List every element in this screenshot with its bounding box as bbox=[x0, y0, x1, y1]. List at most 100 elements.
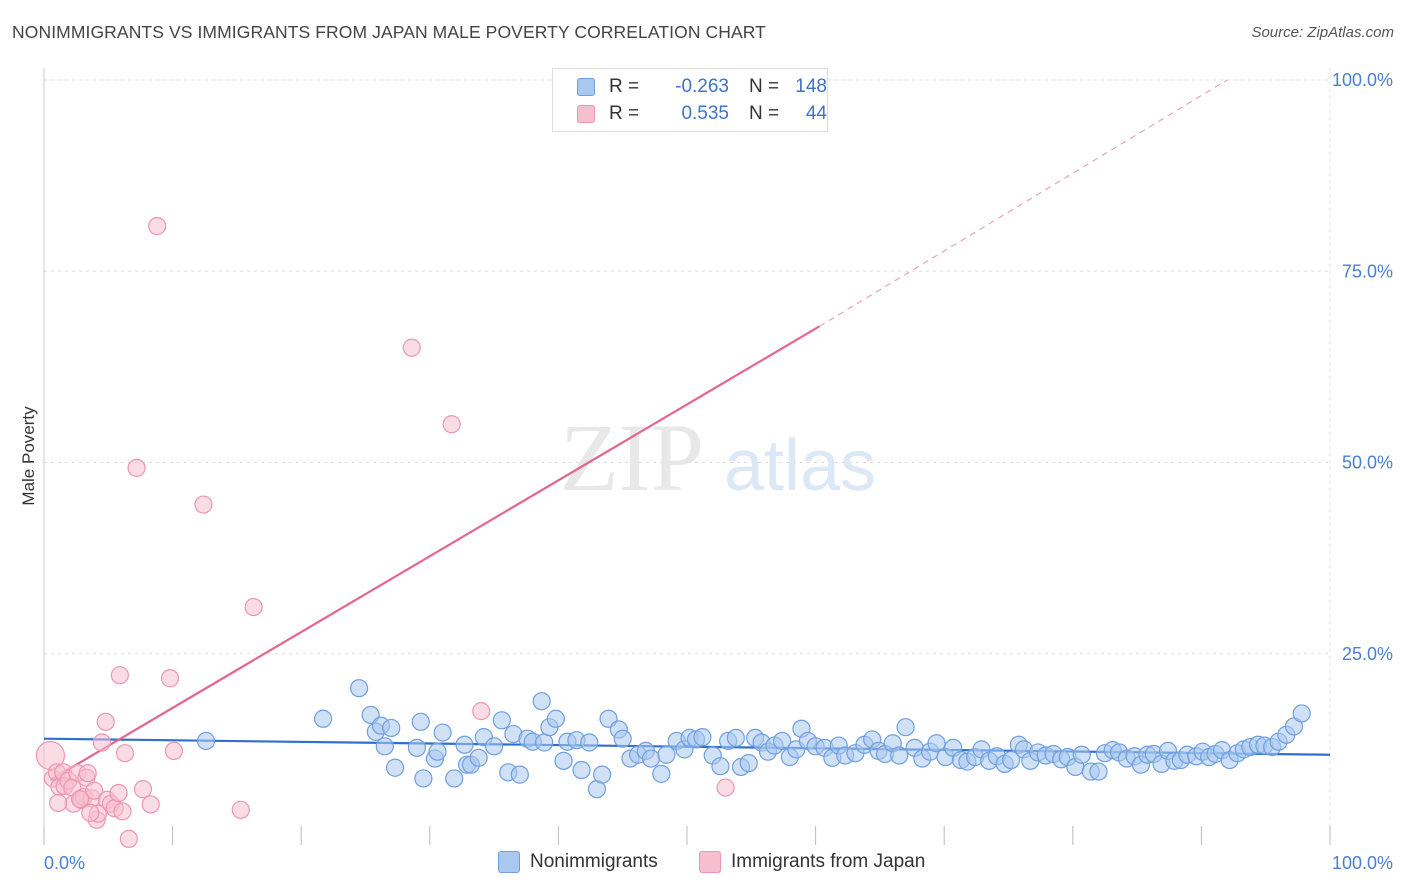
chart-title: NONIMMIGRANTS VS IMMIGRANTS FROM JAPAN M… bbox=[12, 22, 766, 42]
data-point-immigrants-from-japan bbox=[231, 800, 250, 819]
series-immigrants-from-japan bbox=[35, 217, 735, 848]
legend-r-label: R = bbox=[609, 76, 640, 97]
watermark-zip: ZIP bbox=[560, 404, 704, 511]
data-point-nonimmigrants bbox=[652, 764, 671, 783]
legend-row-immigrants: R = 0.535 N = 44 bbox=[577, 101, 827, 127]
data-point-nonimmigrants bbox=[1292, 704, 1311, 723]
data-point-nonimmigrants bbox=[375, 737, 394, 756]
data-point-immigrants-from-japan bbox=[148, 217, 167, 236]
data-point-nonimmigrants bbox=[485, 737, 504, 756]
bottom-legend-nonimmigrants: Nonimmigrants bbox=[498, 851, 658, 873]
legend-n-value: 44 bbox=[805, 103, 827, 124]
y-axis-label: Male Poverty bbox=[19, 406, 38, 506]
data-point-immigrants-from-japan bbox=[81, 803, 100, 822]
data-point-nonimmigrants bbox=[613, 729, 632, 748]
data-point-immigrants-from-japan bbox=[70, 789, 90, 809]
data-point-nonimmigrants bbox=[593, 765, 612, 784]
data-point-nonimmigrants bbox=[349, 679, 369, 698]
watermark: ZIP atlas bbox=[560, 404, 876, 511]
legend-row-nonimmigrants: R = -0.263 N = 148 bbox=[577, 74, 827, 100]
source-label: Source: ZipAtlas.com bbox=[1251, 24, 1394, 41]
data-point-nonimmigrants bbox=[554, 751, 573, 770]
trend-line-immigrants-extension bbox=[819, 79, 1228, 327]
data-point-immigrants-from-japan bbox=[194, 495, 213, 514]
grid-lines bbox=[44, 79, 1330, 655]
data-point-nonimmigrants bbox=[196, 731, 216, 751]
tick-labels: 25.0% 50.0% 75.0% 100.0% 0.0% 100.0% bbox=[44, 70, 1393, 873]
data-point-nonimmigrants bbox=[428, 742, 447, 761]
data-point-immigrants-from-japan bbox=[716, 778, 735, 797]
data-point-nonimmigrants bbox=[739, 754, 758, 773]
data-point-nonimmigrants bbox=[382, 718, 401, 738]
series-nonimmigrants bbox=[196, 679, 1311, 799]
data-point-nonimmigrants bbox=[532, 692, 551, 711]
data-point-nonimmigrants bbox=[546, 709, 565, 728]
data-point-nonimmigrants bbox=[385, 758, 405, 777]
correlation-legend: R = -0.263 N = 148 R = 0.535 N = 44 bbox=[552, 68, 828, 132]
data-point-nonimmigrants bbox=[641, 749, 661, 768]
trend-line-immigrants bbox=[49, 325, 821, 781]
data-point-immigrants-from-japan bbox=[96, 712, 115, 731]
data-point-immigrants-from-japan bbox=[78, 763, 97, 783]
data-point-immigrants-from-japan bbox=[127, 458, 146, 477]
data-point-nonimmigrants bbox=[455, 735, 474, 754]
data-point-immigrants-from-japan bbox=[115, 744, 135, 763]
data-point-nonimmigrants bbox=[535, 733, 554, 752]
data-point-immigrants-from-japan bbox=[472, 702, 491, 721]
data-point-immigrants-from-japan bbox=[141, 795, 160, 814]
data-point-immigrants-from-japan bbox=[119, 829, 138, 848]
data-point-nonimmigrants bbox=[572, 760, 591, 780]
data-point-nonimmigrants bbox=[927, 734, 946, 753]
data-point-immigrants-from-japan bbox=[442, 415, 461, 434]
bottom-legend-label: Nonimmigrants bbox=[530, 851, 658, 872]
axes bbox=[43, 68, 1331, 845]
bottom-legend-immigrants: Immigrants from Japan bbox=[699, 851, 925, 873]
legend-r-label: R = bbox=[609, 103, 640, 124]
legend-r-value: 0.535 bbox=[681, 103, 729, 124]
legend-r-value: -0.263 bbox=[675, 76, 729, 97]
data-point-nonimmigrants bbox=[773, 731, 792, 751]
y-tick-label: 25.0% bbox=[1342, 644, 1393, 664]
x-tick-label-min: 0.0% bbox=[44, 853, 85, 873]
y-tick-label: 100.0% bbox=[1332, 70, 1393, 90]
legend-n-value: 148 bbox=[795, 76, 827, 97]
data-point-immigrants-from-japan bbox=[85, 781, 104, 800]
data-point-immigrants-from-japan bbox=[113, 802, 132, 821]
watermark-atlas: atlas bbox=[724, 426, 876, 506]
data-point-nonimmigrants bbox=[726, 728, 745, 748]
bottom-legend-swatch-blue bbox=[498, 851, 520, 873]
data-point-immigrants-from-japan bbox=[92, 733, 111, 752]
data-point-immigrants-from-japan bbox=[49, 793, 68, 813]
data-point-nonimmigrants bbox=[896, 718, 915, 737]
data-point-nonimmigrants bbox=[1072, 745, 1091, 764]
data-point-nonimmigrants bbox=[411, 712, 430, 731]
y-tick-label: 50.0% bbox=[1342, 453, 1393, 473]
data-point-nonimmigrants bbox=[1001, 750, 1021, 770]
bottom-legend-swatch-pink bbox=[699, 851, 721, 873]
data-point-nonimmigrants bbox=[469, 748, 488, 767]
data-point-immigrants-from-japan bbox=[244, 597, 263, 617]
data-point-immigrants-from-japan bbox=[109, 783, 128, 803]
data-point-immigrants-from-japan bbox=[402, 338, 421, 357]
data-point-immigrants-from-japan bbox=[160, 669, 180, 688]
legend-n-label: N = bbox=[749, 76, 780, 97]
data-point-nonimmigrants bbox=[407, 738, 427, 757]
data-point-nonimmigrants bbox=[693, 728, 712, 747]
data-point-nonimmigrants bbox=[711, 757, 730, 776]
data-point-nonimmigrants bbox=[492, 711, 511, 730]
data-point-nonimmigrants bbox=[890, 746, 909, 765]
data-point-nonimmigrants bbox=[580, 733, 599, 752]
data-point-nonimmigrants bbox=[433, 723, 452, 742]
legend-swatch-pink bbox=[577, 105, 595, 123]
data-point-nonimmigrants bbox=[445, 769, 464, 788]
data-point-nonimmigrants bbox=[313, 709, 333, 728]
bottom-legend-label: Immigrants from Japan bbox=[731, 851, 926, 872]
legend-swatch-blue bbox=[577, 78, 595, 96]
data-point-immigrants-from-japan bbox=[133, 780, 153, 799]
x-tick-label-max: 100.0% bbox=[1332, 853, 1393, 873]
data-point-nonimmigrants bbox=[1089, 762, 1108, 781]
data-point-nonimmigrants bbox=[657, 745, 676, 764]
data-point-nonimmigrants bbox=[414, 769, 433, 788]
legend-n-label: N = bbox=[749, 103, 780, 124]
